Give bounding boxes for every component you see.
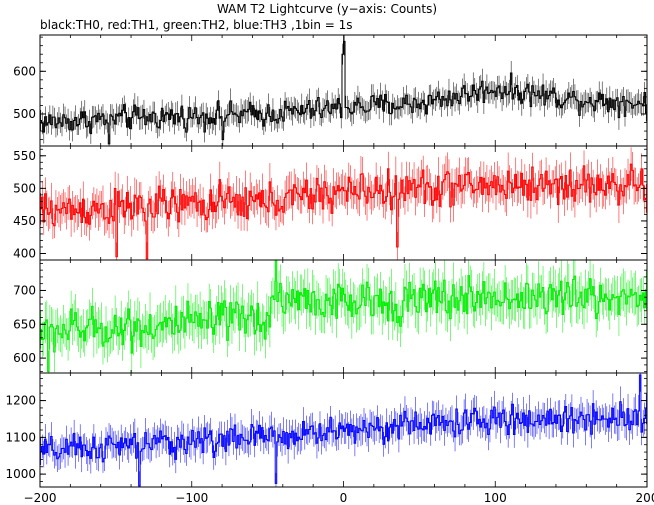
panel-frame: [39, 259, 648, 374]
y-tick-label: 500: [13, 107, 36, 121]
series-th1-errorbars: [40, 147, 647, 260]
series-th0-errorbars: [40, 35, 647, 146]
x-tick-label: 0: [340, 491, 348, 505]
chart-subtitle: black:TH0, red:TH1, green:TH2, blue:TH3 …: [40, 18, 353, 32]
x-tick-label: 200: [636, 491, 654, 505]
chart-title: WAM T2 Lightcurve (y−axis: Counts): [216, 2, 438, 16]
y-tick-label: 450: [13, 214, 36, 228]
y-tick-label: 600: [13, 64, 36, 78]
series-th2-errorbars: [40, 260, 647, 373]
panels-group: 500 600 400 450 500 550 600 650 700 1000 1100 1200: [5, 34, 648, 488]
y-tick-label: 500: [13, 181, 36, 195]
series-th0-line: [40, 40, 647, 145]
y-tick-label: 600: [13, 351, 36, 365]
panel-th3: 1000 1100 1200: [5, 372, 648, 488]
y-tick-label: 700: [13, 283, 36, 297]
panel-th0: 500 600: [13, 34, 648, 147]
y-tick-label: 400: [13, 246, 36, 260]
x-tick-label: −200: [24, 491, 57, 505]
series-th3-errorbars: [40, 373, 647, 487]
x-tick-label: −100: [175, 491, 208, 505]
x-tick-label: 100: [484, 491, 507, 505]
x-axis: −200 −100 0 100 200: [24, 491, 654, 505]
y-tick-label: 1100: [5, 430, 36, 444]
y-tick-label: 650: [13, 317, 36, 331]
panel-th2: 600 650 700: [13, 259, 648, 374]
panel-th1: 400 450 500 550: [13, 145, 648, 261]
y-tick-label: 550: [13, 149, 36, 163]
y-tick-label: 1000: [5, 467, 36, 481]
y-tick-label: 1200: [5, 394, 36, 408]
